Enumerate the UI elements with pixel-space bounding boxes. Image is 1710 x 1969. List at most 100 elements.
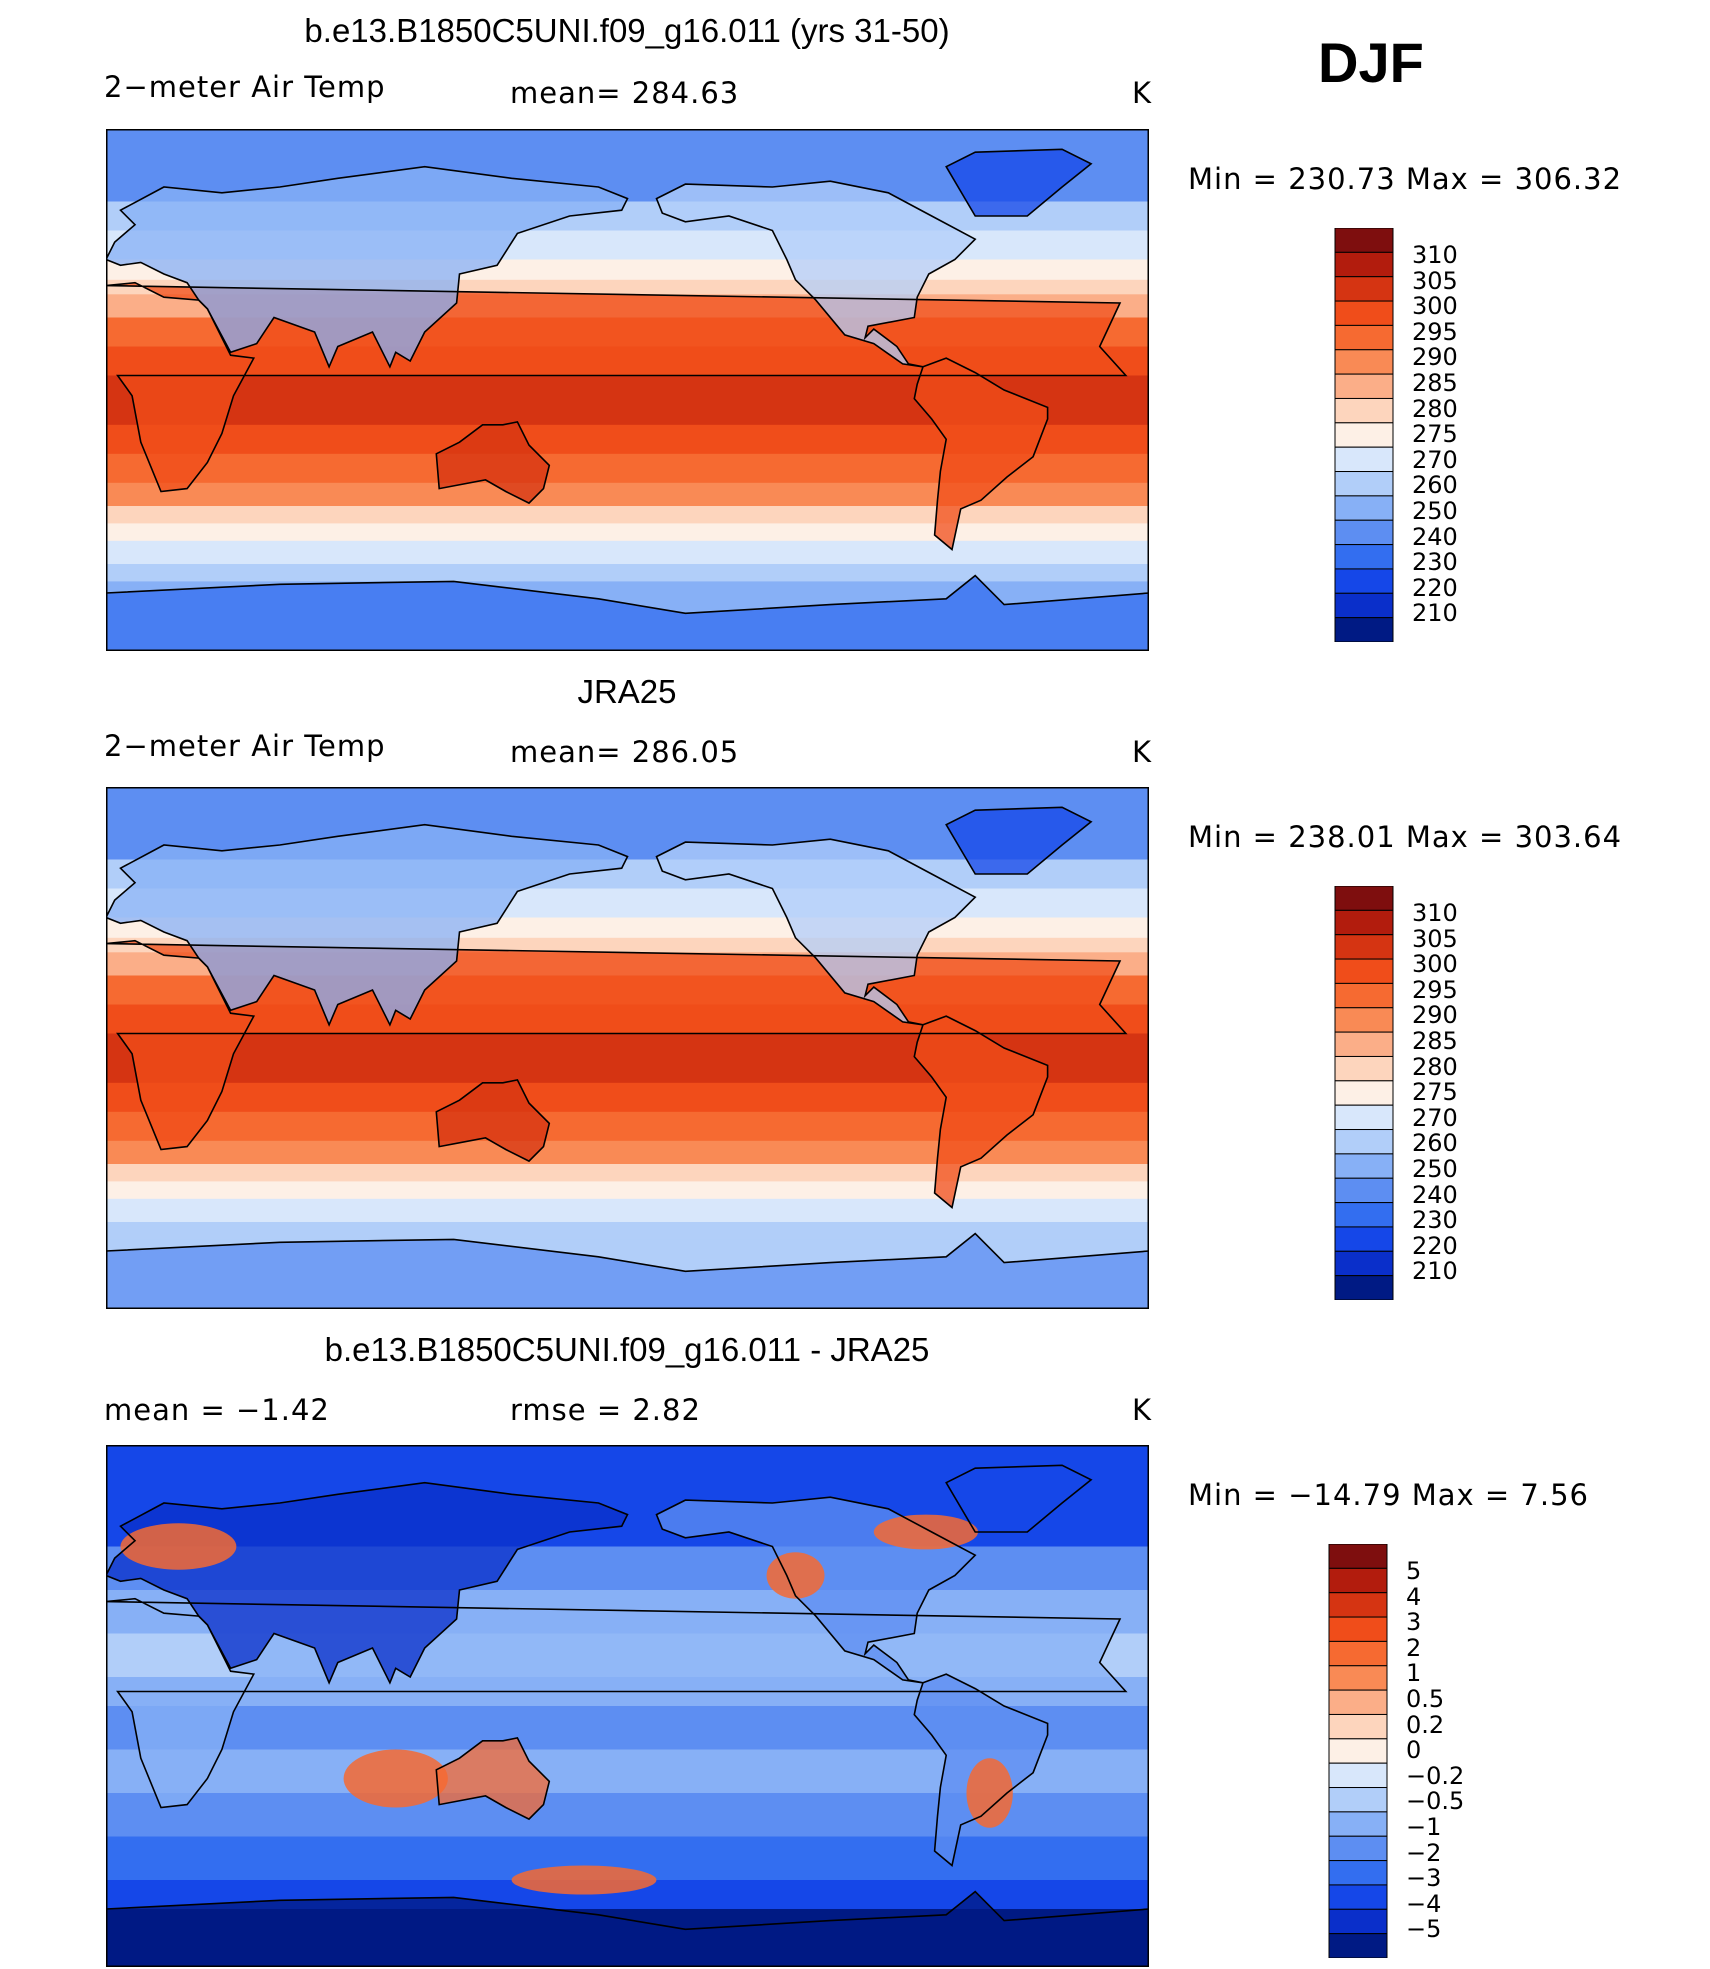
colorbar-swatch — [1334, 251, 1394, 278]
cbar-label: 260 — [1412, 1129, 1458, 1158]
map-band — [106, 1181, 1149, 1200]
cbar-label: −2 — [1406, 1838, 1442, 1867]
colorbar-swatch — [1328, 1616, 1388, 1642]
cbar-label: −5 — [1406, 1915, 1442, 1944]
land-australia — [436, 1079, 550, 1162]
colorbar-swatch — [1334, 886, 1394, 911]
panel-2-colorbar — [1334, 886, 1394, 1300]
colorbar-swatch — [1334, 1177, 1394, 1204]
cbar-label: −0.5 — [1406, 1787, 1465, 1816]
colorbar-swatch — [1334, 1129, 1394, 1155]
land-samerica — [914, 358, 1048, 550]
panel-1-variable-label: 2−meter Air Temp — [104, 70, 386, 104]
panel-3-mean-label: mean = −1.42 — [104, 1393, 330, 1427]
colorbar-swatch — [1334, 544, 1394, 570]
colorbar-swatch — [1334, 1055, 1394, 1082]
colorbar-swatch — [1334, 422, 1394, 448]
colorbar-swatch — [1334, 617, 1394, 642]
cbar-label: 0.2 — [1406, 1710, 1445, 1739]
panel-3-rmse-label: rmse = 2.82 — [510, 1393, 701, 1427]
coastline — [913, 1673, 1049, 1867]
cbar-label: 3 — [1406, 1608, 1422, 1637]
land-europe_asia — [106, 166, 628, 367]
cbar-label: 260 — [1412, 471, 1458, 500]
cbar-label: 230 — [1412, 1206, 1458, 1235]
warm-anomaly — [966, 1758, 1013, 1828]
colorbar-swatch — [1334, 1080, 1394, 1106]
coastline — [945, 148, 1093, 217]
colorbar-swatch — [1334, 568, 1394, 594]
land-australia — [436, 421, 550, 504]
cbar-label: 305 — [1412, 924, 1458, 953]
map-frame — [106, 787, 1149, 1309]
colorbar-swatch — [1328, 1908, 1388, 1935]
colorbar-swatch — [1334, 934, 1394, 960]
colorbar-swatch — [1328, 1592, 1388, 1618]
colorbar-swatch — [1328, 1713, 1388, 1740]
colorbar-swatch — [1328, 1665, 1388, 1691]
cbar-label: 270 — [1412, 445, 1458, 474]
panel-3-title: b.e13.B1850C5UNI.f09_g16.011 - JRA25 — [324, 1331, 930, 1368]
coastline — [106, 574, 1149, 615]
colorbar-swatch — [1328, 1835, 1388, 1862]
cbar-label: 270 — [1412, 1103, 1458, 1132]
map-band — [106, 1164, 1149, 1182]
warm-anomaly — [343, 1749, 448, 1808]
land-europe_asia — [106, 1482, 628, 1683]
panel-2-colorbar-labels: 310 305 300 295 290 285 280 275 270 260 … — [1412, 899, 1458, 1285]
cbar-label: 230 — [1412, 548, 1458, 577]
colorbar-swatch — [1328, 1860, 1388, 1886]
cbar-label: 310 — [1412, 899, 1458, 927]
panel-1-colorbar-labels: 310 305 300 295 290 285 280 275 270 260 … — [1412, 242, 1458, 628]
colorbar-swatch — [1328, 1640, 1388, 1667]
map-band — [106, 1140, 1149, 1165]
land-greenland — [946, 1465, 1092, 1532]
cbar-label: 4 — [1406, 1582, 1422, 1611]
panel-3-map — [106, 1445, 1149, 1967]
colorbar-swatch — [1334, 276, 1394, 302]
land-antarctica — [106, 1233, 1149, 1309]
colorbar-swatch — [1334, 1153, 1394, 1179]
cbar-label: 295 — [1412, 317, 1458, 346]
coastline — [106, 1890, 1149, 1931]
panel-1-title: b.e13.B1850C5UNI.f09_g16.011 (yrs 31-50) — [304, 12, 950, 49]
colorbar-swatch — [1328, 1689, 1388, 1715]
coastline — [655, 180, 977, 368]
cbar-label: 290 — [1412, 1001, 1458, 1030]
panel-2-variable-label: 2−meter Air Temp — [104, 729, 386, 763]
coastline — [655, 838, 977, 1026]
coastline — [913, 1015, 1049, 1209]
map-band — [106, 506, 1149, 524]
colorbar-swatch — [1334, 1250, 1394, 1277]
colorbar-swatch — [1328, 1567, 1388, 1594]
cbar-label: 210 — [1412, 599, 1458, 628]
cbar-label: 280 — [1412, 1052, 1458, 1081]
cbar-label: 2 — [1406, 1633, 1422, 1662]
cbar-label: 220 — [1412, 573, 1458, 602]
coastline — [945, 1464, 1093, 1533]
colorbar-swatch — [1334, 349, 1394, 375]
panel-2-map — [106, 787, 1149, 1309]
cbar-label: 290 — [1412, 343, 1458, 372]
panel-1-units-label: K — [1132, 76, 1153, 110]
map-frame — [106, 1445, 1149, 1967]
land-europe_asia — [106, 824, 628, 1025]
colorbar-swatch — [1334, 982, 1394, 1009]
colorbar-swatch — [1334, 1104, 1394, 1131]
colorbar-swatch — [1334, 228, 1394, 253]
map-band — [106, 1222, 1149, 1240]
panel-3-colorbar — [1328, 1544, 1388, 1958]
cbar-label: 300 — [1412, 950, 1458, 979]
cbar-label: −0.2 — [1406, 1761, 1465, 1790]
panel-2-mean-label: mean= 286.05 — [510, 735, 740, 769]
cbar-label: 240 — [1412, 522, 1458, 551]
map-band — [106, 523, 1149, 542]
coastline — [945, 806, 1093, 875]
cbar-label: 285 — [1412, 368, 1458, 397]
panel-2-units-label: K — [1132, 735, 1153, 769]
colorbar-swatch — [1334, 1226, 1394, 1252]
cbar-label: 275 — [1412, 420, 1458, 449]
cbar-label: 285 — [1412, 1026, 1458, 1055]
colorbar-swatch — [1334, 519, 1394, 546]
land-australia — [436, 1737, 550, 1820]
